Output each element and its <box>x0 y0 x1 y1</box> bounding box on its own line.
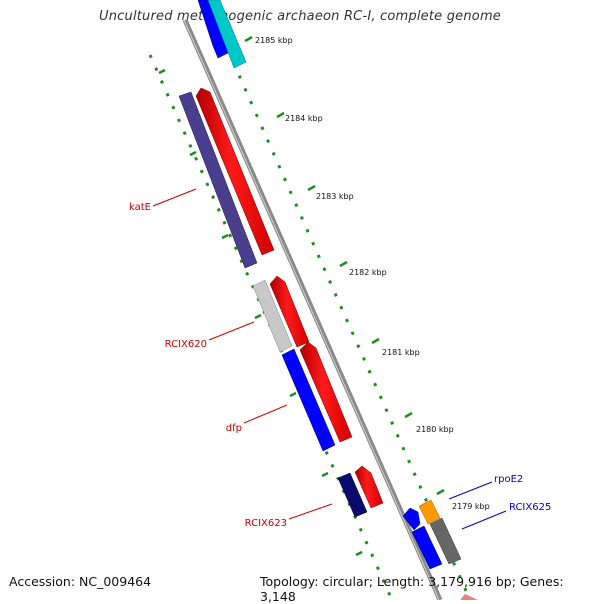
label-RCIX620[interactable]: RCIX620 <box>165 321 255 350</box>
gene-rpoE2[interactable] <box>418 499 441 525</box>
tick-2184: 2184 kbp <box>276 111 323 123</box>
map-title: Uncultured methanogenic archaeon RC-I, c… <box>99 9 501 24</box>
genome-backbone-highlight <box>183 19 440 600</box>
label-RCIX623[interactable]: RCIX623 <box>245 503 333 529</box>
tick-2180: 2180 kbp <box>404 411 454 434</box>
tick-2185: 2185 kbp <box>244 35 293 45</box>
gene-reverse-blue-lower[interactable] <box>411 525 443 570</box>
inner-dotted-ring <box>148 54 394 600</box>
gene-forward-red-3[interactable] <box>299 341 353 443</box>
inner-ticks <box>158 68 363 557</box>
accession-text: Accession: NC_009464 <box>9 574 152 589</box>
tick-label: 2181 kbp <box>382 348 420 357</box>
svg-text:rpoE2: rpoE2 <box>494 474 523 485</box>
label-katE[interactable]: katE <box>129 188 197 213</box>
gene-RCIX620[interactable] <box>252 279 293 353</box>
gene-dfp[interactable] <box>281 348 336 452</box>
genome-backbone <box>182 18 443 600</box>
tick-2182: 2182 kbp <box>339 260 387 277</box>
gene-reverse-blue-small[interactable] <box>402 507 421 531</box>
gene-RCIX625[interactable] <box>429 517 462 565</box>
label-rpoE2[interactable]: rpoE2 <box>448 474 523 500</box>
gene-RCIX623[interactable] <box>337 472 368 518</box>
tick-label: 2183 kbp <box>316 192 354 201</box>
label-RCIX625[interactable]: RCIX625 <box>461 502 551 530</box>
svg-text:RCIX625: RCIX625 <box>509 502 551 513</box>
svg-text:RCIX623: RCIX623 <box>245 518 287 529</box>
tick-label: 2185 kbp <box>255 36 293 45</box>
tick-label: 2180 kbp <box>416 425 454 434</box>
tick-label: 2184 kbp <box>285 114 323 123</box>
gene-katE[interactable] <box>178 91 258 269</box>
tick-2183: 2183 kbp <box>307 184 354 201</box>
tick-2179: 2179 kbp <box>436 488 490 511</box>
outer-dotted-ring <box>226 49 472 600</box>
label-dfp[interactable]: dfp <box>226 404 288 434</box>
gene-forward-red-4[interactable] <box>354 465 384 509</box>
svg-text:dfp: dfp <box>226 423 242 434</box>
gene-forward-red-2[interactable] <box>269 275 310 348</box>
gene-partial-bottom[interactable] <box>460 594 478 600</box>
svg-text:RCIX620: RCIX620 <box>165 339 207 350</box>
gene-reverse-cyan-top[interactable] <box>207 0 247 69</box>
tick-2181: 2181 kbp <box>371 337 420 357</box>
tick-label: 2182 kbp <box>349 268 387 277</box>
tick-label: 2179 kbp <box>452 502 490 511</box>
gene-forward-red-1[interactable] <box>195 87 275 256</box>
svg-text:katE: katE <box>129 202 151 213</box>
